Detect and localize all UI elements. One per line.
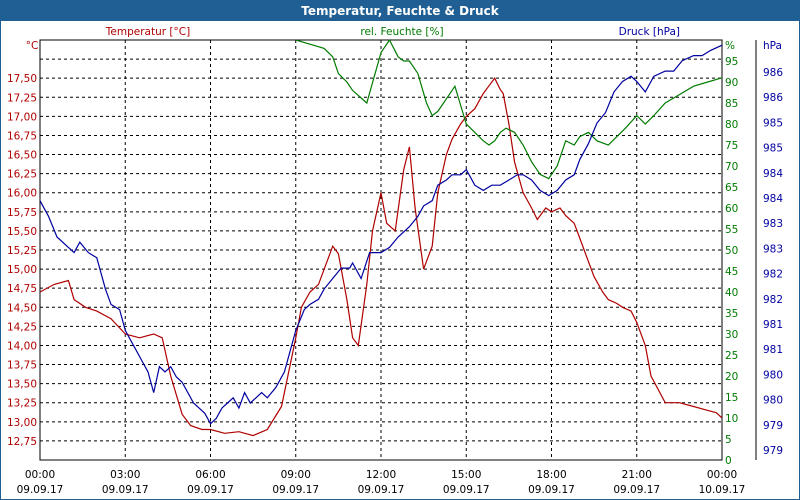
x-tick-time: 21:00 [622,469,652,481]
temperature-tick-label: 13,25 [7,398,37,410]
x-tick-time: 00:00 [707,469,737,481]
temperature-unit: °C [26,40,39,52]
temperature-tick-label: 14,50 [7,302,37,314]
temperature-tick-label: 13,75 [7,360,37,372]
pressure-tick-label: 985 [763,143,783,155]
humidity-tick-label: 70 [725,161,738,173]
chart-title: Temperatur, Feuchte & Druck [1,1,799,21]
humidity-tick-label: 95 [725,56,738,68]
humidity-tick-label: 50 [725,245,738,257]
temperature-tick-label: 16,25 [7,169,37,181]
humidity-tick-label: 15 [725,392,738,404]
series-lines [40,40,722,437]
humidity-tick-label: 5 [725,434,732,446]
pressure-tick-label: 986 [763,67,783,79]
pressure-axis-title: Druck [hPa] [619,26,680,38]
x-tick-time: 18:00 [536,469,566,481]
pressure-tick-label: 984 [763,168,783,180]
temperature-tick-label: 17,50 [7,73,37,85]
x-tick-date: 09.09.17 [17,484,64,496]
humidity-line [295,40,722,180]
humidity-tick-label: 85 [725,98,738,110]
x-tick-date: 09.09.17 [613,484,660,496]
temperature-tick-label: 17,00 [7,111,37,123]
temperature-tick-label: 12,75 [7,436,37,448]
temperature-tick-label: 15,00 [7,264,37,276]
humidity-tick-label: 75 [725,140,738,152]
temperature-tick-label: 16,75 [7,130,37,142]
pressure-unit: hPa [763,40,782,52]
x-tick-time: 12:00 [366,469,396,481]
x-tick-date: 10.09.17 [699,484,746,496]
pressure-tick-label: 979 [763,445,783,457]
axis-labels: 00:00 09.09.17 03:00 09.09.17 06:00 09.09.17 0… [7,26,783,496]
humidity-tick-label: 30 [725,329,738,341]
pressure-tick-label: 979 [763,420,783,432]
pressure-tick-label: 981 [763,344,783,356]
humidity-tick-label: 45 [725,266,738,278]
x-tick-time: 15:00 [451,469,481,481]
pressure-tick-label: 983 [763,218,783,230]
temperature-tick-label: 16,00 [7,188,37,200]
x-tick-date: 09.09.17 [528,484,575,496]
pressure-tick-label: 980 [763,369,783,381]
x-tick-time: 03:00 [110,469,140,481]
x-tick-date: 09.09.17 [102,484,149,496]
temperature-tick-label: 15,75 [7,207,37,219]
humidity-tick-label: 80 [725,119,738,131]
x-tick-time: 09:00 [281,469,311,481]
pressure-tick-label: 986 [763,92,783,104]
humidity-tick-label: 20 [725,371,738,383]
temperature-tick-label: 14,00 [7,340,37,352]
temperature-tick-label: 17,25 [7,92,37,104]
x-tick-date: 09.09.17 [187,484,234,496]
x-tick-date: 09.09.17 [443,484,490,496]
temperature-tick-label: 13,00 [7,417,37,429]
temperature-line [40,77,722,437]
pressure-tick-label: 980 [763,395,783,407]
x-tick-date: 09.09.17 [272,484,319,496]
x-tick-time: 00:00 [25,469,55,481]
pressure-tick-label: 981 [763,319,783,331]
plot-area [39,39,723,461]
temperature-tick-label: 14,25 [7,321,37,333]
pressure-line [40,44,722,425]
pressure-tick-label: 983 [763,243,783,255]
temperature-tick-label: 15,50 [7,226,37,238]
humidity-tick-label: 35 [725,308,738,320]
pressure-tick-label: 982 [763,294,783,306]
temperature-tick-label: 13,50 [7,379,37,391]
humidity-tick-label: 60 [725,203,738,215]
humidity-tick-label: 0 [725,455,732,467]
temperature-tick-label: 16,50 [7,150,37,162]
temperature-axis-title: Temperatur [°C] [105,26,190,38]
humidity-tick-label: 65 [725,182,738,194]
x-tick-date: 09.09.17 [358,484,405,496]
humidity-tick-label: 25 [725,350,738,362]
temperature-tick-label: 14,75 [7,283,37,295]
x-tick-time: 06:00 [195,469,225,481]
pressure-tick-label: 984 [763,193,783,205]
humidity-tick-label: 90 [725,77,738,89]
humidity-tick-label: 40 [725,287,738,299]
grid-lines [39,39,757,461]
humidity-tick-label: 55 [725,224,738,236]
temperature-tick-label: 15,25 [7,245,37,257]
humidity-unit: % [725,40,735,52]
humidity-tick-label: 10 [725,413,738,425]
pressure-tick-label: 982 [763,269,783,281]
humidity-axis-title: rel. Feuchte [%] [360,26,443,38]
pressure-tick-label: 985 [763,117,783,129]
